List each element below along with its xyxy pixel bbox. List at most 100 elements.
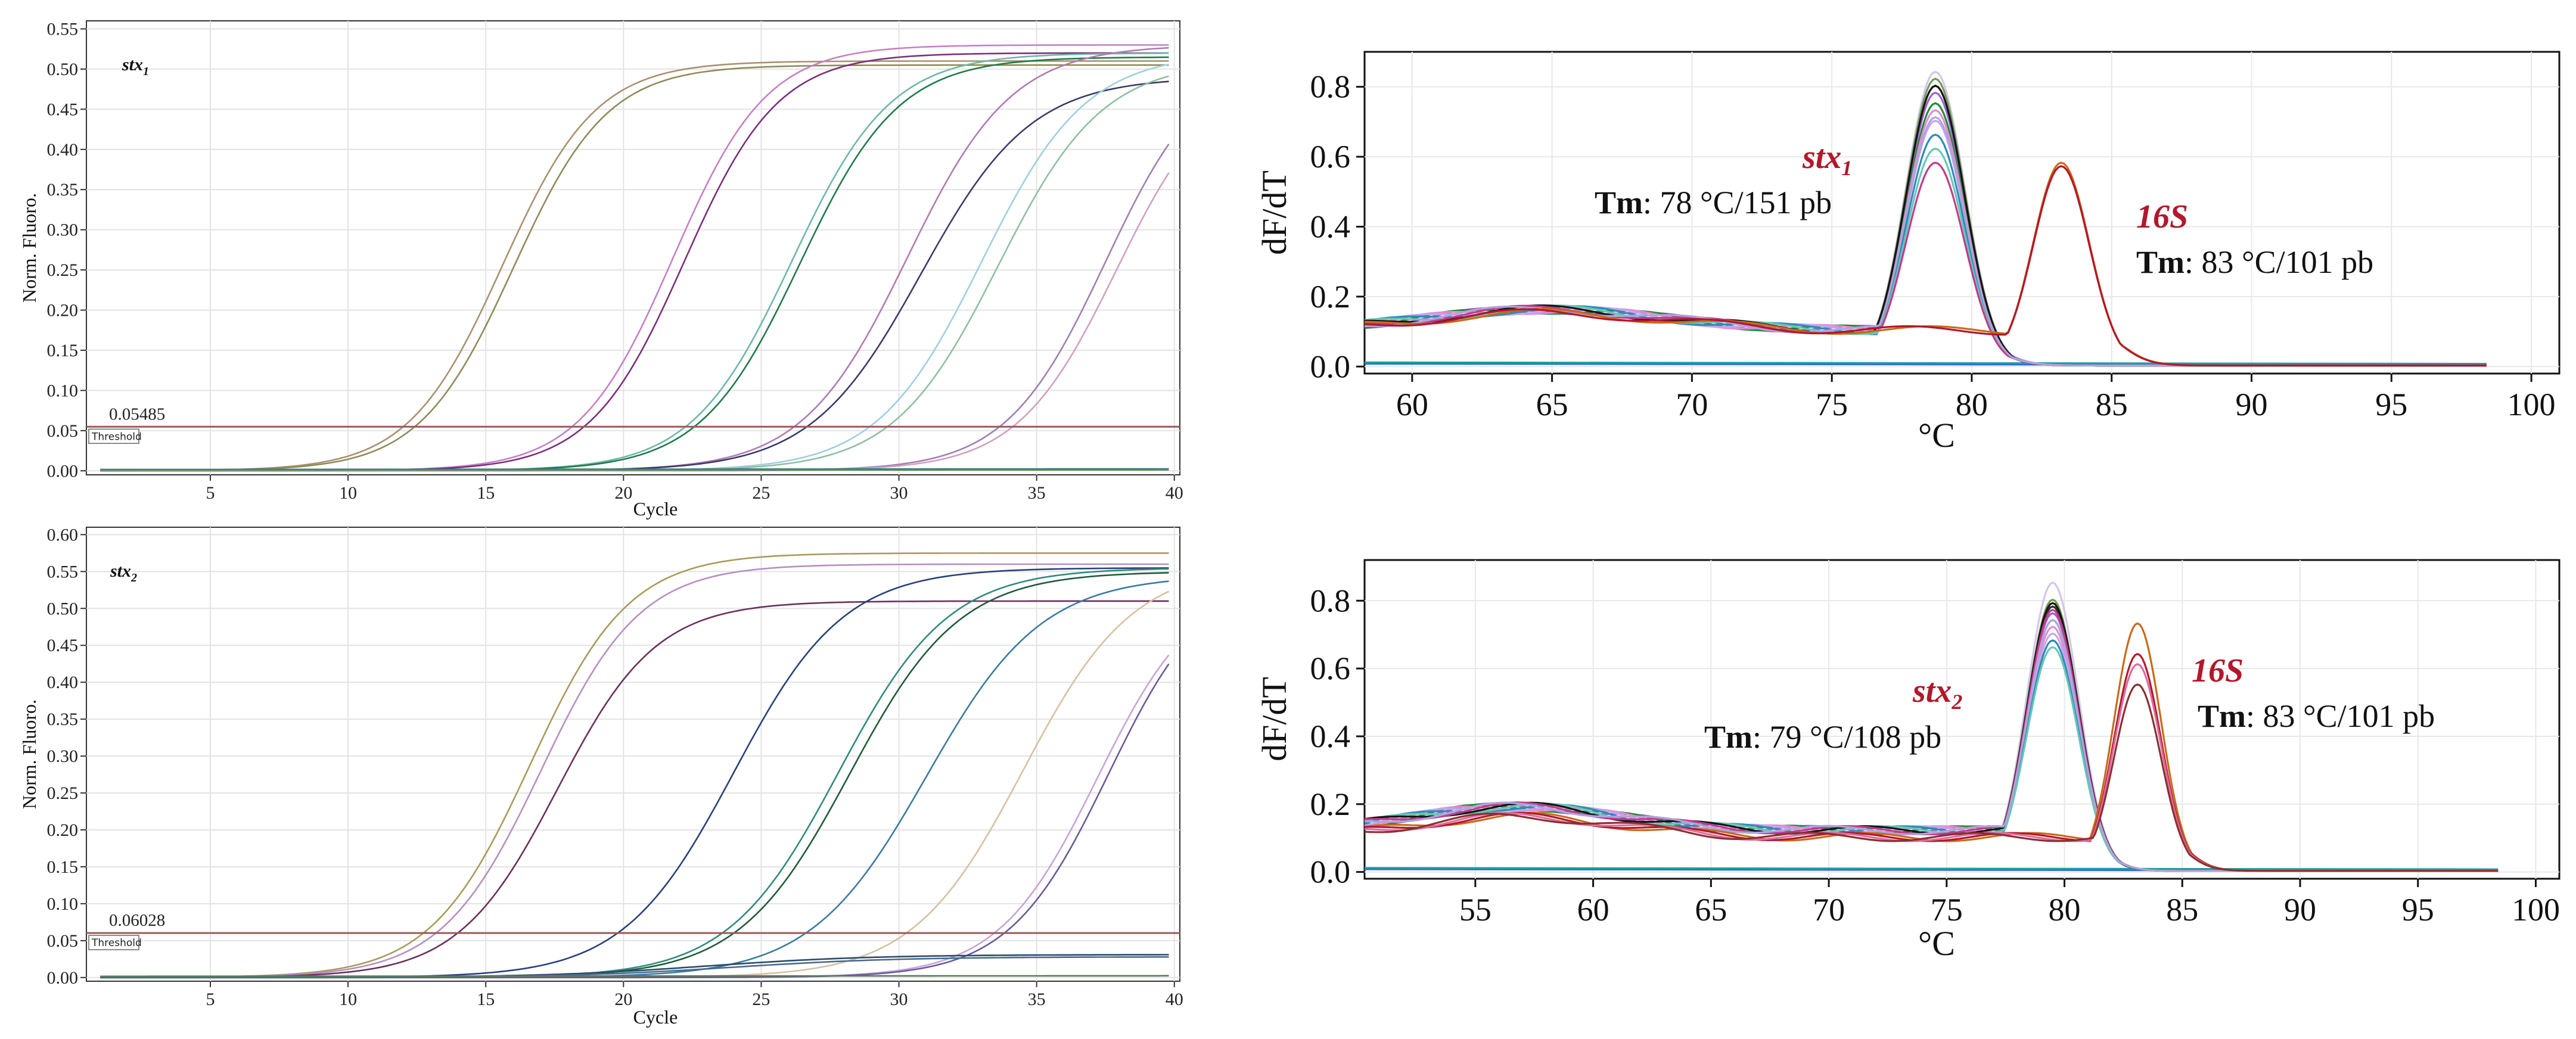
y-tick-label: 0.05 (47, 421, 79, 441)
x-tick-label: 65 (1536, 387, 1568, 422)
x-tick-label: 65 (1695, 892, 1727, 928)
curve-group (100, 44, 1170, 472)
threshold-tag[interactable]: Threshold (88, 935, 142, 950)
peak-label-stx1: stx1 (1802, 139, 1852, 180)
x-tick-label: 85 (2096, 387, 2128, 422)
x-tick-label: 60 (1577, 892, 1609, 928)
x-tick-label: 70 (1813, 892, 1845, 928)
threshold-tag[interactable]: Threshold (88, 428, 142, 444)
y-tick-label: 0.35 (47, 180, 79, 200)
x-tick-label: 100 (2507, 387, 2556, 422)
x-tick-label: 5 (206, 990, 215, 1009)
y-tick-label: 0.6 (1310, 651, 1351, 686)
amplification-curve-low2[interactable] (100, 956, 1169, 979)
y-tick-label: 0.45 (47, 99, 79, 119)
x-axis-label: °C (1918, 924, 1955, 963)
y-tick-label: 0.00 (47, 968, 79, 988)
x-tick-label: 80 (1956, 387, 1988, 422)
x-tick-label: 10 (339, 483, 357, 503)
axis-ticks: 5 10 15 20 25 30 35 40 0.00 0.05 0.10 0.15 0.20 0.25 0… (47, 525, 1183, 1009)
y-tick-label: 0.8 (1310, 583, 1351, 618)
y-tick-label: 0.50 (47, 60, 79, 79)
tm-label-16s: Tm: 83 °C/101 pb (2136, 244, 2373, 280)
x-tick-label: 30 (890, 483, 908, 503)
y-tick-label: 0.2 (1310, 786, 1351, 822)
axis-ticks: 60 65 70 75 80 85 90 95 100 0.0 0.2 0.4 0.6 0.8 (1310, 69, 2556, 422)
x-tick-label: 90 (2284, 892, 2316, 928)
y-axis-label: dF/dT (1255, 677, 1294, 761)
chart-title: stx2 (110, 561, 137, 584)
peak-label-stx2: stx2 (1912, 673, 1962, 714)
x-tick-label: 40 (1166, 990, 1183, 1009)
y-axis-label: Norm. Fluoro. (18, 699, 40, 809)
melt-chart-stx1: 60 65 70 75 80 85 90 95 100 0.0 0.2 0.4 0.6 0.8 °C dF… (1255, 51, 2561, 455)
x-tick-label: 60 (1396, 387, 1428, 422)
y-tick-label: 0.15 (47, 857, 79, 877)
x-tick-label: 85 (2166, 892, 2198, 928)
threshold-tag-label: Threshold (91, 937, 142, 949)
y-tick-label: 0.15 (47, 341, 79, 360)
y-tick-label: 0.4 (1310, 718, 1351, 754)
y-tick-label: 0.10 (47, 894, 79, 914)
baseline-trace-1[interactable] (1364, 361, 2487, 365)
y-axis-label: dF/dT (1255, 170, 1294, 255)
y-tick-label: 0.05 (47, 931, 79, 951)
annotation-16s: 16S Tm: 83 °C/101 pb (2192, 652, 2435, 734)
x-tick-label: 80 (2049, 892, 2081, 928)
x-tick-label: 15 (477, 990, 495, 1009)
annotation-stx1: stx1 Tm: 78 °C/151 pb (1595, 139, 1852, 220)
annotation-16s: 16S Tm: 83 °C/101 pb (2136, 198, 2373, 280)
x-axis-label: °C (1918, 416, 1955, 455)
x-tick-label: 20 (614, 483, 632, 503)
x-tick-label: 100 (2512, 892, 2560, 928)
amplification-chart-stx2: 0.06028 Threshold 5 10 15 20 25 30 35 40 0.00 0.0… (18, 525, 1183, 1028)
peak-label-16s: 16S (2136, 198, 2188, 235)
y-tick-label: 0.60 (47, 525, 79, 545)
annotation-stx2: stx2 Tm: 79 °C/108 pb (1704, 673, 1962, 755)
x-tick-label: 20 (614, 990, 632, 1009)
y-tick-label: 0.35 (47, 710, 79, 729)
x-tick-label: 40 (1166, 483, 1183, 503)
y-axis-label: Norm. Fluoro. (18, 193, 40, 303)
x-tick-label: 75 (1816, 387, 1848, 422)
y-tick-label: 0.30 (47, 220, 79, 240)
baseline-trace-1[interactable] (1364, 867, 2499, 870)
threshold-tag-label: Threshold (91, 431, 142, 443)
amplification-curve-baseline2[interactable] (100, 469, 1169, 471)
y-tick-label: 0.55 (47, 19, 79, 39)
x-tick-label: 55 (1459, 892, 1491, 928)
y-tick-label: 0.45 (47, 636, 79, 655)
chart-title: stx1 (122, 55, 149, 78)
y-tick-label: 0.20 (47, 820, 79, 840)
curve-group (1364, 581, 2499, 872)
y-tick-label: 0.40 (47, 673, 79, 692)
x-tick-label: 5 (206, 483, 215, 503)
melt-curve-16S-3[interactable] (1364, 683, 2499, 872)
curve-group (100, 552, 1170, 979)
tm-label-stx1: Tm: 78 °C/151 pb (1595, 185, 1832, 220)
melt-curve-16S-1[interactable] (1364, 165, 2487, 367)
x-tick-label: 35 (1028, 990, 1046, 1009)
y-tick-label: 0.25 (47, 783, 79, 803)
grid-lines (1365, 560, 2559, 879)
tm-label-16s: Tm: 83 °C/101 pb (2198, 698, 2435, 734)
y-tick-label: 0.00 (47, 461, 79, 481)
y-tick-label: 0.2 (1310, 279, 1351, 315)
x-tick-label: 25 (752, 990, 770, 1009)
x-tick-label: 15 (477, 483, 495, 503)
x-tick-label: 70 (1676, 387, 1708, 422)
x-tick-label: 30 (890, 990, 908, 1009)
plot-frame (86, 527, 1180, 982)
y-tick-label: 0.30 (47, 746, 79, 766)
tm-label-stx2: Tm: 79 °C/108 pb (1704, 719, 1941, 755)
y-tick-label: 0.0 (1310, 854, 1351, 890)
y-tick-label: 0.4 (1310, 209, 1351, 244)
y-tick-label: 0.50 (47, 599, 79, 618)
x-tick-label: 95 (2375, 387, 2407, 422)
y-tick-label: 0.25 (47, 260, 79, 280)
y-tick-label: 0.40 (47, 140, 79, 160)
x-axis-label: Cycle (633, 498, 678, 520)
x-tick-label: 75 (1931, 892, 1963, 928)
